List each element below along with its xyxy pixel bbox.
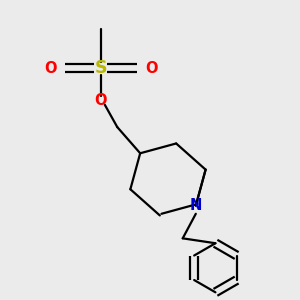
Text: N: N (190, 198, 202, 213)
Text: S: S (95, 59, 107, 77)
Text: O: O (44, 61, 56, 76)
Text: O: O (95, 93, 107, 108)
Text: O: O (146, 61, 158, 76)
